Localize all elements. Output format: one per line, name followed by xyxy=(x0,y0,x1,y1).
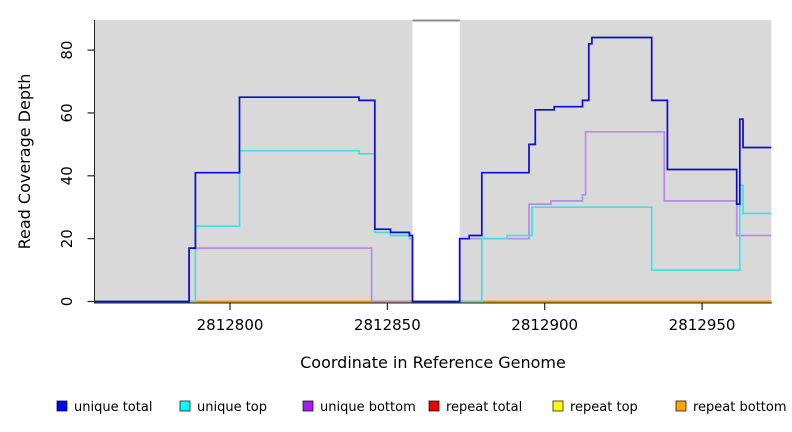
legend-swatch xyxy=(552,400,564,412)
legend-item-label: unique top xyxy=(197,400,267,415)
series-line-unique-total xyxy=(94,36,772,303)
masked-band xyxy=(412,19,460,303)
legend-item-label: unique total xyxy=(74,400,152,415)
legend-item: unique total xyxy=(56,400,152,415)
masked-region xyxy=(412,19,460,303)
legend-swatch xyxy=(179,400,191,412)
legend-swatch xyxy=(675,400,687,412)
legend-item: repeat bottom xyxy=(675,400,787,415)
legend-item: unique top xyxy=(179,400,267,415)
y-tick-label: 80 xyxy=(58,41,76,60)
legend-item: repeat top xyxy=(552,400,638,415)
legend-item-label: repeat top xyxy=(570,400,638,415)
legend-item-label: repeat total xyxy=(446,400,522,415)
x-tick-label: 2812950 xyxy=(669,316,736,334)
y-tick-label: 20 xyxy=(58,229,76,248)
legend-item: repeat total xyxy=(428,400,522,415)
legend-swatch xyxy=(302,400,314,412)
legend-swatch xyxy=(428,400,440,412)
y-tick-label: 60 xyxy=(58,103,76,122)
legend-item-label: repeat bottom xyxy=(693,400,787,415)
series-line-unique-bottom xyxy=(94,130,772,303)
y-axis: 0 20 40 60 80 xyxy=(58,20,95,306)
x-axis: 2812800 2812850 2812900 2812950 xyxy=(94,302,772,334)
legend-item-label: unique bottom xyxy=(320,400,416,415)
y-tick-label: 0 xyxy=(58,297,76,307)
x-tick-label: 2812900 xyxy=(511,316,578,334)
legend-item: unique bottom xyxy=(302,400,416,415)
y-tick-label: 40 xyxy=(58,166,76,185)
x-axis-title: Coordinate in Reference Genome xyxy=(300,353,566,372)
series-lines xyxy=(94,36,772,303)
legend-swatch xyxy=(56,400,68,412)
y-axis-title: Read Coverage Depth xyxy=(15,74,34,250)
x-tick-label: 2812850 xyxy=(354,316,421,334)
x-tick-label: 2812800 xyxy=(197,316,264,334)
legend: unique total unique top unique bottom repea… xyxy=(56,400,787,415)
